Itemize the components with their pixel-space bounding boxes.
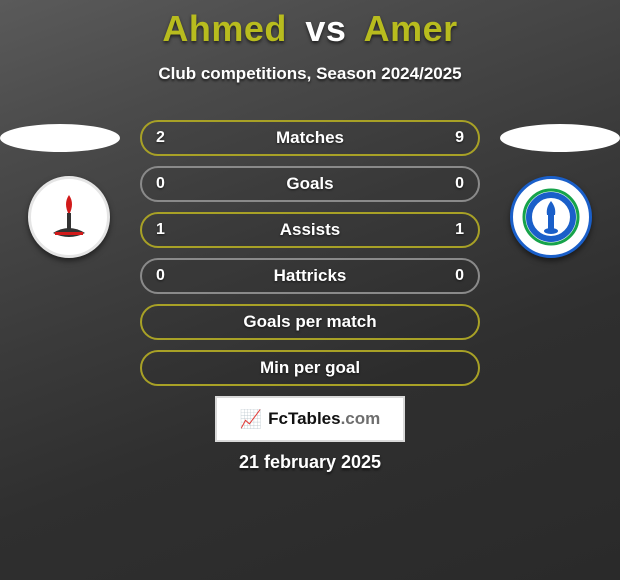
stat-row-goals-per-match: Goals per match: [140, 304, 480, 340]
stat-right-value: 0: [455, 267, 464, 285]
club-badge-left: [28, 176, 110, 258]
stat-label: Hattricks: [274, 266, 347, 286]
stat-left-value: 2: [156, 129, 165, 147]
stat-left-value: 1: [156, 221, 165, 239]
player1-name: Ahmed: [162, 8, 287, 49]
page-title: Ahmed vs Amer: [0, 0, 620, 50]
player2-name: Amer: [364, 8, 458, 49]
stat-label: Goals: [286, 174, 333, 194]
stats-table: 2 Matches 9 0 Goals 0 1 Assists 1 0 Hatt…: [140, 120, 480, 396]
stat-row-min-per-goal: Min per goal: [140, 350, 480, 386]
brand-name: FcTables: [268, 409, 340, 429]
smouha-logo-icon: [521, 187, 581, 247]
subtitle: Club competitions, Season 2024/2025: [0, 64, 620, 84]
stat-row-assists: 1 Assists 1: [140, 212, 480, 248]
stat-left-value: 0: [156, 175, 165, 193]
club-badge-right: [510, 176, 592, 258]
date-label: 21 february 2025: [0, 452, 620, 473]
stat-right-value: 9: [455, 129, 464, 147]
brand-badge: 📈 FcTables.com: [215, 396, 405, 442]
stat-row-matches: 2 Matches 9: [140, 120, 480, 156]
stat-label: Min per goal: [260, 358, 360, 378]
stat-right-value: 0: [455, 175, 464, 193]
stat-row-goals: 0 Goals 0: [140, 166, 480, 202]
platform-right: [500, 124, 620, 152]
stat-label: Assists: [280, 220, 340, 240]
brand-tld: .com: [341, 409, 381, 429]
chart-icon: 📈: [240, 409, 262, 430]
title-vs: vs: [305, 8, 346, 49]
platform-left: [0, 124, 120, 152]
stat-label: Matches: [276, 128, 344, 148]
comparison-card: Ahmed vs Amer Club competitions, Season …: [0, 0, 620, 580]
enppi-logo-icon: [39, 187, 99, 247]
stat-left-value: 0: [156, 267, 165, 285]
stat-label: Goals per match: [243, 312, 376, 332]
stat-row-hattricks: 0 Hattricks 0: [140, 258, 480, 294]
stat-right-value: 1: [455, 221, 464, 239]
